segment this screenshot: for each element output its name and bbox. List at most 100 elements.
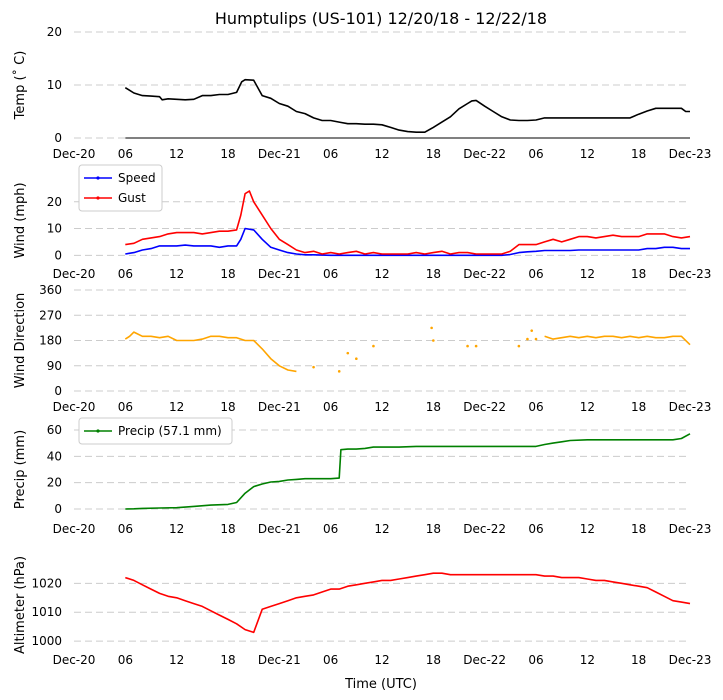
x-tick-label: 06	[323, 147, 338, 161]
y-tick-label: 1020	[31, 576, 62, 590]
x-tick-label: 06	[118, 147, 133, 161]
data-point	[355, 357, 358, 360]
x-tick-label: Dec-20	[53, 522, 96, 536]
x-tick-label: 18	[220, 267, 235, 281]
x-tick-label: 18	[220, 147, 235, 161]
x-tick-label: Dec-20	[53, 400, 96, 414]
y-tick-label: 20	[47, 195, 62, 209]
x-tick-label: Dec-21	[258, 653, 301, 667]
legend-label: Precip (57.1 mm)	[118, 424, 222, 438]
x-tick-label: 12	[580, 267, 595, 281]
y-tick-label: 270	[39, 308, 62, 322]
y-tick-label: 20	[47, 476, 62, 490]
x-tick-label: 12	[374, 522, 389, 536]
x-tick-label: 18	[220, 653, 235, 667]
x-tick-label: 06	[323, 653, 338, 667]
data-point	[526, 338, 529, 341]
y-axis-label: Precip (mm)	[13, 430, 28, 509]
y-tick-label: 1010	[31, 605, 62, 619]
x-tick-label: Dec-22	[463, 522, 506, 536]
y-tick-label: 0	[54, 131, 62, 145]
weather-chart-figure: Humptulips (US-101) 12/20/18 - 12/22/18 0…	[0, 0, 723, 700]
x-tick-label: 06	[323, 267, 338, 281]
x-tick-label: 12	[169, 653, 184, 667]
x-tick-label: Dec-22	[463, 267, 506, 281]
x-tick-label: 12	[169, 522, 184, 536]
x-tick-label: 12	[374, 653, 389, 667]
data-point	[518, 345, 521, 348]
x-tick-label: Dec-22	[463, 400, 506, 414]
x-tick-label: 18	[426, 653, 441, 667]
panel-temp: 0 10 20 Temp (˚ C) Dec-20 06 12 18 Dec-21 06 12 18 D…	[12, 25, 711, 161]
x-tick-label: 18	[631, 653, 646, 667]
x-tick-label: 06	[528, 147, 543, 161]
data-point	[312, 366, 315, 369]
x-tick-label: 12	[374, 147, 389, 161]
x-tick-label: 12	[169, 400, 184, 414]
y-tick-label: 0	[54, 248, 62, 262]
x-tick-label: 18	[426, 522, 441, 536]
x-tick-label: 18	[426, 267, 441, 281]
y-tick-label: 180	[39, 334, 62, 348]
chart-title: Humptulips (US-101) 12/20/18 - 12/22/18	[215, 9, 547, 28]
y-axis-label: Wind Direction	[13, 293, 28, 389]
x-tick-label: Dec-21	[258, 400, 301, 414]
x-tick-label: Dec-21	[258, 147, 301, 161]
x-tick-label: 12	[169, 267, 184, 281]
panel-dir: 0 90 180 270 360 Wind Direction Dec-20 06 12 18 De…	[13, 283, 711, 414]
x-tick-label: Dec-23	[669, 653, 712, 667]
y-tick-label: 10	[47, 222, 62, 236]
x-tick-label: 12	[580, 522, 595, 536]
x-tick-label: 06	[118, 267, 133, 281]
series-line-gust	[125, 191, 690, 254]
y-tick-label: 90	[47, 359, 62, 373]
series-line-temp	[125, 80, 690, 133]
x-tick-label: 06	[118, 400, 133, 414]
panel-wind: 0 10 20 Wind (mph) Dec-20 06 12 18 Dec-21 06 12 18 D…	[13, 165, 711, 281]
x-tick-label: 06	[528, 653, 543, 667]
x-tick-label: Dec-23	[669, 522, 712, 536]
x-tick-label: 18	[220, 522, 235, 536]
data-point	[466, 345, 469, 348]
x-tick-label: 06	[118, 653, 133, 667]
panel-alt: 100010101020Altimeter (hPa)Dec-20 06 12 18 D…	[13, 556, 711, 667]
x-tick-label: Dec-22	[463, 147, 506, 161]
data-point	[530, 329, 533, 332]
x-axis-label: Time (UTC)	[344, 677, 417, 692]
legend-marker	[96, 176, 99, 179]
x-tick-label: Dec-23	[669, 400, 712, 414]
legend-marker	[96, 429, 99, 432]
x-tick-label: 06	[528, 267, 543, 281]
data-point	[475, 345, 478, 348]
x-tick-label: 06	[528, 400, 543, 414]
y-tick-label: 20	[47, 25, 62, 39]
x-tick-label: Dec-21	[258, 522, 301, 536]
x-tick-label: 12	[580, 147, 595, 161]
legend-marker	[96, 196, 99, 199]
x-tick-label: 06	[323, 400, 338, 414]
data-point	[535, 338, 538, 341]
x-tick-label: 12	[169, 147, 184, 161]
data-point	[432, 339, 435, 342]
x-tick-label: Dec-20	[53, 267, 96, 281]
data-point	[430, 327, 433, 330]
x-tick-label: 18	[631, 522, 646, 536]
y-tick-label: 360	[39, 283, 62, 297]
y-tick-label: 10	[47, 78, 62, 92]
y-tick-label: 0	[54, 384, 62, 398]
series-line-precip-57-1-mm-	[125, 434, 690, 509]
data-point	[346, 352, 349, 355]
x-tick-label: Dec-23	[669, 267, 712, 281]
y-tick-label: 60	[47, 423, 62, 437]
x-tick-label: 12	[580, 400, 595, 414]
x-tick-label: 06	[323, 522, 338, 536]
x-tick-label: 12	[374, 267, 389, 281]
x-tick-label: 18	[631, 400, 646, 414]
y-axis-label: Temp (˚ C)	[12, 51, 28, 121]
x-tick-label: 18	[220, 400, 235, 414]
series-line-altimeter	[125, 573, 690, 632]
x-tick-label: Dec-23	[669, 147, 712, 161]
y-axis-label: Wind (mph)	[13, 182, 28, 258]
x-tick-label: 18	[426, 147, 441, 161]
data-point	[372, 345, 375, 348]
